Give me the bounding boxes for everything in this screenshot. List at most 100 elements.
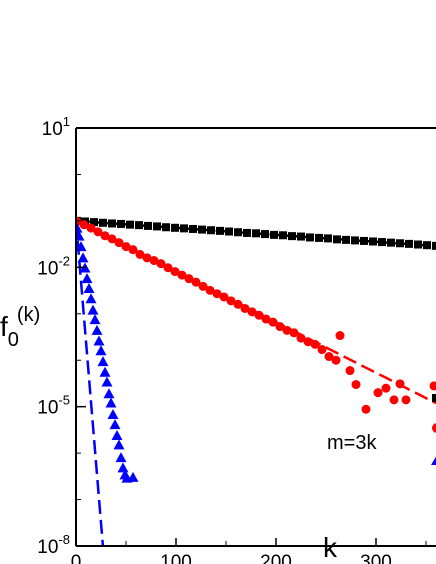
data-point-circle xyxy=(93,227,103,237)
data-point-circle xyxy=(240,303,250,313)
data-point-circle xyxy=(170,267,180,277)
legend-circle-marker xyxy=(432,423,436,433)
data-point-circle xyxy=(149,256,159,266)
y-tick-label: 10-5 xyxy=(37,393,70,419)
data-point-triangle xyxy=(113,439,125,450)
data-point-triangle xyxy=(89,314,101,325)
data-point-square xyxy=(279,231,287,240)
data-point-square xyxy=(207,226,215,235)
data-point-circle xyxy=(100,231,110,241)
data-point-triangle xyxy=(77,252,89,263)
data-point-triangle xyxy=(85,293,97,304)
data-point-square xyxy=(234,228,242,237)
data-point-square xyxy=(378,238,386,247)
data-point-circle xyxy=(324,352,334,362)
y-tick-label: 10-2 xyxy=(37,253,70,279)
data-point-circle xyxy=(156,259,166,269)
data-point-triangle xyxy=(115,452,127,463)
plot-area: 0 100 200 300 10-8 10-5 10-2 101 xyxy=(37,114,436,564)
fit-line-2 xyxy=(76,220,105,546)
data-point-square xyxy=(414,240,422,249)
y-axis-label-sub: 0 xyxy=(8,329,19,351)
data-point-square xyxy=(351,236,359,245)
data-point-square xyxy=(432,241,436,250)
y-axis-label-sup: (k) xyxy=(17,304,40,326)
data-point-circle xyxy=(282,325,292,335)
data-point-circle xyxy=(351,380,361,390)
data-point-circle xyxy=(79,220,89,230)
data-point-circle xyxy=(389,395,399,405)
data-point-triangle xyxy=(76,230,85,241)
data-point-circle xyxy=(296,333,306,343)
data-point-circle xyxy=(226,296,236,306)
data-point-square xyxy=(108,219,116,228)
data-point-circle xyxy=(233,299,243,309)
data-point-circle xyxy=(128,245,138,255)
data-point-triangle xyxy=(91,324,103,335)
data-point-circle xyxy=(184,274,194,284)
x-tick-label: 100 xyxy=(160,552,192,564)
data-point-circle xyxy=(261,314,271,324)
data-point-circle xyxy=(317,345,327,355)
x-tick-label: 0 xyxy=(71,552,82,564)
data-point-triangle xyxy=(95,345,107,356)
data-point-circle xyxy=(86,223,96,233)
data-point-circle xyxy=(310,339,320,349)
legend-square-marker xyxy=(432,394,436,402)
data-point-square xyxy=(144,221,152,230)
data-point-square xyxy=(297,232,305,241)
data-point-square xyxy=(333,235,341,244)
data-point-circle xyxy=(142,253,152,263)
data-point-square xyxy=(126,220,134,229)
data-point-circle xyxy=(212,289,222,299)
data-point-circle xyxy=(254,310,264,320)
data-point-triangle xyxy=(87,304,99,315)
data-point-square xyxy=(387,238,395,247)
data-point-square xyxy=(315,233,323,242)
legend-triangle-marker xyxy=(431,456,436,465)
data-point-triangle xyxy=(101,376,113,387)
data-point-circle xyxy=(331,355,341,365)
data-point-circle xyxy=(373,388,383,398)
data-point-square xyxy=(153,222,161,231)
data-point-triangle xyxy=(97,356,109,367)
data-point-square xyxy=(180,224,188,233)
data-point-square xyxy=(216,226,224,235)
data-point-circle xyxy=(268,317,278,327)
data-point-circle xyxy=(345,366,355,376)
data-point-square xyxy=(288,232,296,241)
y-tick-label: 101 xyxy=(42,114,70,140)
data-point-circle xyxy=(177,270,187,280)
data-point-square xyxy=(324,234,332,243)
data-point-square xyxy=(171,223,179,232)
data-point-triangle xyxy=(76,222,83,233)
data-point-triangle xyxy=(127,471,139,482)
data-point-triangle xyxy=(105,397,117,408)
data-point-square xyxy=(369,237,377,246)
data-point-square xyxy=(261,230,269,239)
x-tick-label: 300 xyxy=(360,552,392,564)
data-point-square xyxy=(135,221,143,230)
data-point-circle xyxy=(205,285,215,295)
data-point-circle xyxy=(114,238,124,248)
y-axis-label: f0 (k) xyxy=(0,304,40,351)
data-point-circle xyxy=(361,404,371,414)
data-point-circle xyxy=(121,242,131,252)
data-point-square xyxy=(198,225,206,234)
data-point-triangle xyxy=(117,462,129,473)
data-point-circle xyxy=(335,331,345,341)
data-point-square xyxy=(270,230,278,239)
data-point-circle xyxy=(163,263,173,273)
data-point-triangle xyxy=(83,283,95,294)
data-point-circle xyxy=(191,277,201,287)
data-point-triangle xyxy=(103,388,115,399)
data-point-square xyxy=(162,223,170,232)
data-point-circle xyxy=(395,379,405,389)
data-point-circle xyxy=(135,249,145,259)
data-point-circle xyxy=(303,337,313,347)
data-point-circle xyxy=(401,395,411,405)
y-tick-label: 10-8 xyxy=(37,532,70,558)
data-point-circle xyxy=(107,234,117,244)
data-point-triangle xyxy=(111,429,123,440)
